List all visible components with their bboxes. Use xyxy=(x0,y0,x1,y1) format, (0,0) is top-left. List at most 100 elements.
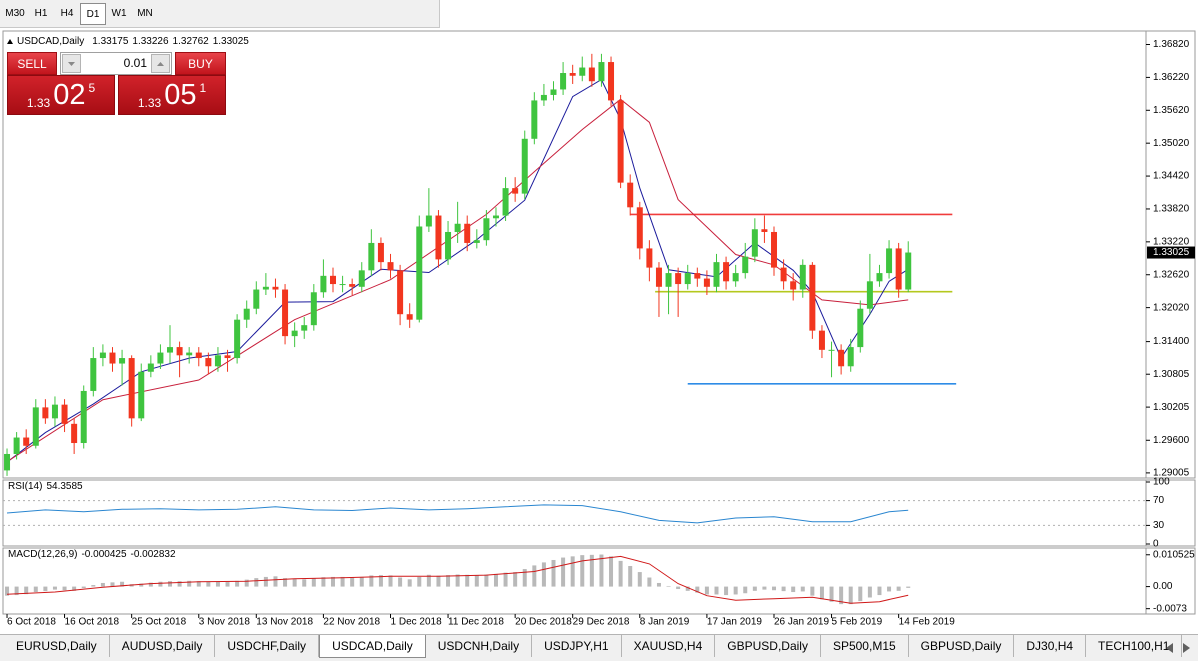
x-tick-label: 16 Oct 2018 xyxy=(65,617,120,628)
histogram-bar xyxy=(292,579,297,587)
y-tick-label: 100 xyxy=(1153,477,1170,488)
candle-body xyxy=(454,223,461,232)
histogram-bar xyxy=(225,582,230,587)
lot-decrease[interactable] xyxy=(62,54,81,73)
x-tick-label: 6 Oct 2018 xyxy=(7,617,56,628)
candle-body xyxy=(809,264,816,331)
y-tick-label: 1.29005 xyxy=(1153,468,1190,479)
ask-sup: 1 xyxy=(199,81,207,95)
timeframe-button[interactable]: H4 xyxy=(60,7,74,19)
histogram-bar xyxy=(330,576,335,587)
chart-tab[interactable]: USDCHF,Daily xyxy=(215,635,320,657)
moving-average xyxy=(6,98,909,463)
readout-value: 1.33175 xyxy=(92,36,129,47)
timeframe-button[interactable]: H1 xyxy=(34,7,48,19)
timeframe-button[interactable]: MN xyxy=(137,7,153,19)
candle-body xyxy=(4,453,11,471)
lot-field[interactable]: 0.01 xyxy=(60,52,172,75)
candle-body xyxy=(224,355,231,359)
candle-body xyxy=(665,273,672,287)
histogram-bar xyxy=(81,586,86,589)
histogram-bar xyxy=(867,586,872,598)
signal-line xyxy=(6,555,909,604)
candle-body xyxy=(483,218,490,241)
histogram-bar xyxy=(388,575,393,587)
collapse-icon[interactable] xyxy=(7,39,13,44)
chart-header: USDCAD,Daily 1.33175 1.33226 1.32762 1.33025 xyxy=(17,36,249,47)
chart-tab[interactable]: USDCNH,Daily xyxy=(426,635,533,657)
histogram-bar xyxy=(177,581,182,587)
chart-tab[interactable]: GBPUSD,Daily xyxy=(715,635,821,657)
histogram-bar xyxy=(656,582,661,587)
chart-tab[interactable]: GBPUSD,Daily xyxy=(909,635,1015,657)
candle-body xyxy=(636,207,643,249)
chart-tab[interactable]: TECH100,H1 xyxy=(1086,635,1183,657)
lot-increase[interactable] xyxy=(151,54,170,73)
candle-body xyxy=(262,286,269,290)
timeframe-button[interactable]: D1 xyxy=(80,2,106,25)
chart-tab[interactable]: XAUUSD,H4 xyxy=(622,635,716,657)
histogram-bar xyxy=(263,576,268,587)
rsi-line xyxy=(6,504,909,524)
timeframe-button[interactable]: W1 xyxy=(111,7,127,19)
sell-button[interactable]: SELL xyxy=(7,52,57,75)
candle-body xyxy=(71,423,78,444)
histogram-bar xyxy=(752,586,757,591)
histogram-bar xyxy=(829,586,834,602)
histogram-bar xyxy=(819,586,824,600)
chart-tab[interactable]: DJ30,H4 xyxy=(1014,635,1087,657)
histogram-bar xyxy=(168,581,173,587)
histogram-bar xyxy=(91,585,96,587)
histogram-bar xyxy=(762,586,767,590)
readout-value: 1.32762 xyxy=(173,36,210,47)
panel-frame xyxy=(2,547,1196,615)
candle-body xyxy=(560,73,567,90)
candle-body xyxy=(42,407,49,419)
candle-body xyxy=(176,347,183,356)
candle-body xyxy=(502,188,509,216)
candle-body xyxy=(838,349,845,367)
buy-button[interactable]: BUY xyxy=(175,52,226,75)
x-tick-label: 25 Oct 2018 xyxy=(132,617,187,628)
candle-body xyxy=(291,330,298,337)
chart-tab[interactable]: USDCAD,Daily xyxy=(319,635,426,658)
ask-price[interactable]: 1.33 05 1 xyxy=(118,75,226,115)
y-tick-label: 1.33820 xyxy=(1153,204,1190,215)
candle-body xyxy=(214,355,221,367)
histogram-bar xyxy=(378,575,383,587)
histogram-bar xyxy=(100,582,105,587)
histogram-bar xyxy=(676,586,681,590)
bid-price[interactable]: 1.33 02 5 xyxy=(7,75,115,115)
histogram-bar xyxy=(436,575,441,587)
histogram-bar xyxy=(733,586,738,595)
histogram-bar xyxy=(465,574,470,587)
y-tick-label: 1.32620 xyxy=(1153,269,1190,280)
histogram-bar xyxy=(887,586,892,592)
chart-tab[interactable]: USDJPY,H1 xyxy=(532,635,622,657)
candle-body xyxy=(569,73,576,76)
candle-body xyxy=(377,242,384,263)
chart-tab[interactable]: EURUSD,Daily xyxy=(4,635,110,657)
candle-body xyxy=(531,100,538,139)
histogram-bar xyxy=(196,581,201,587)
chart-tab[interactable]: SP500,M15 xyxy=(821,635,909,657)
histogram-bar xyxy=(522,569,527,587)
histogram-bar xyxy=(551,559,556,587)
histogram-bar xyxy=(254,578,259,587)
histogram-bar xyxy=(158,581,163,587)
histogram-bar xyxy=(839,586,844,605)
histogram-bar xyxy=(704,586,709,595)
histogram-bar xyxy=(33,586,38,593)
tab-scroll[interactable] xyxy=(1163,641,1193,655)
bid-prefix: 1.33 xyxy=(26,96,51,110)
readout-value: 54.3585 xyxy=(46,481,83,492)
candle-body xyxy=(147,363,154,372)
histogram-bar xyxy=(637,572,642,587)
chart-tab[interactable]: AUDUSD,Daily xyxy=(110,635,216,657)
candle-body xyxy=(608,62,615,101)
histogram-bar xyxy=(350,577,355,587)
histogram-bar xyxy=(72,586,77,591)
timeframe-button[interactable]: M30 xyxy=(5,7,25,19)
candle-body xyxy=(128,358,135,419)
panel-frame xyxy=(2,479,1196,547)
